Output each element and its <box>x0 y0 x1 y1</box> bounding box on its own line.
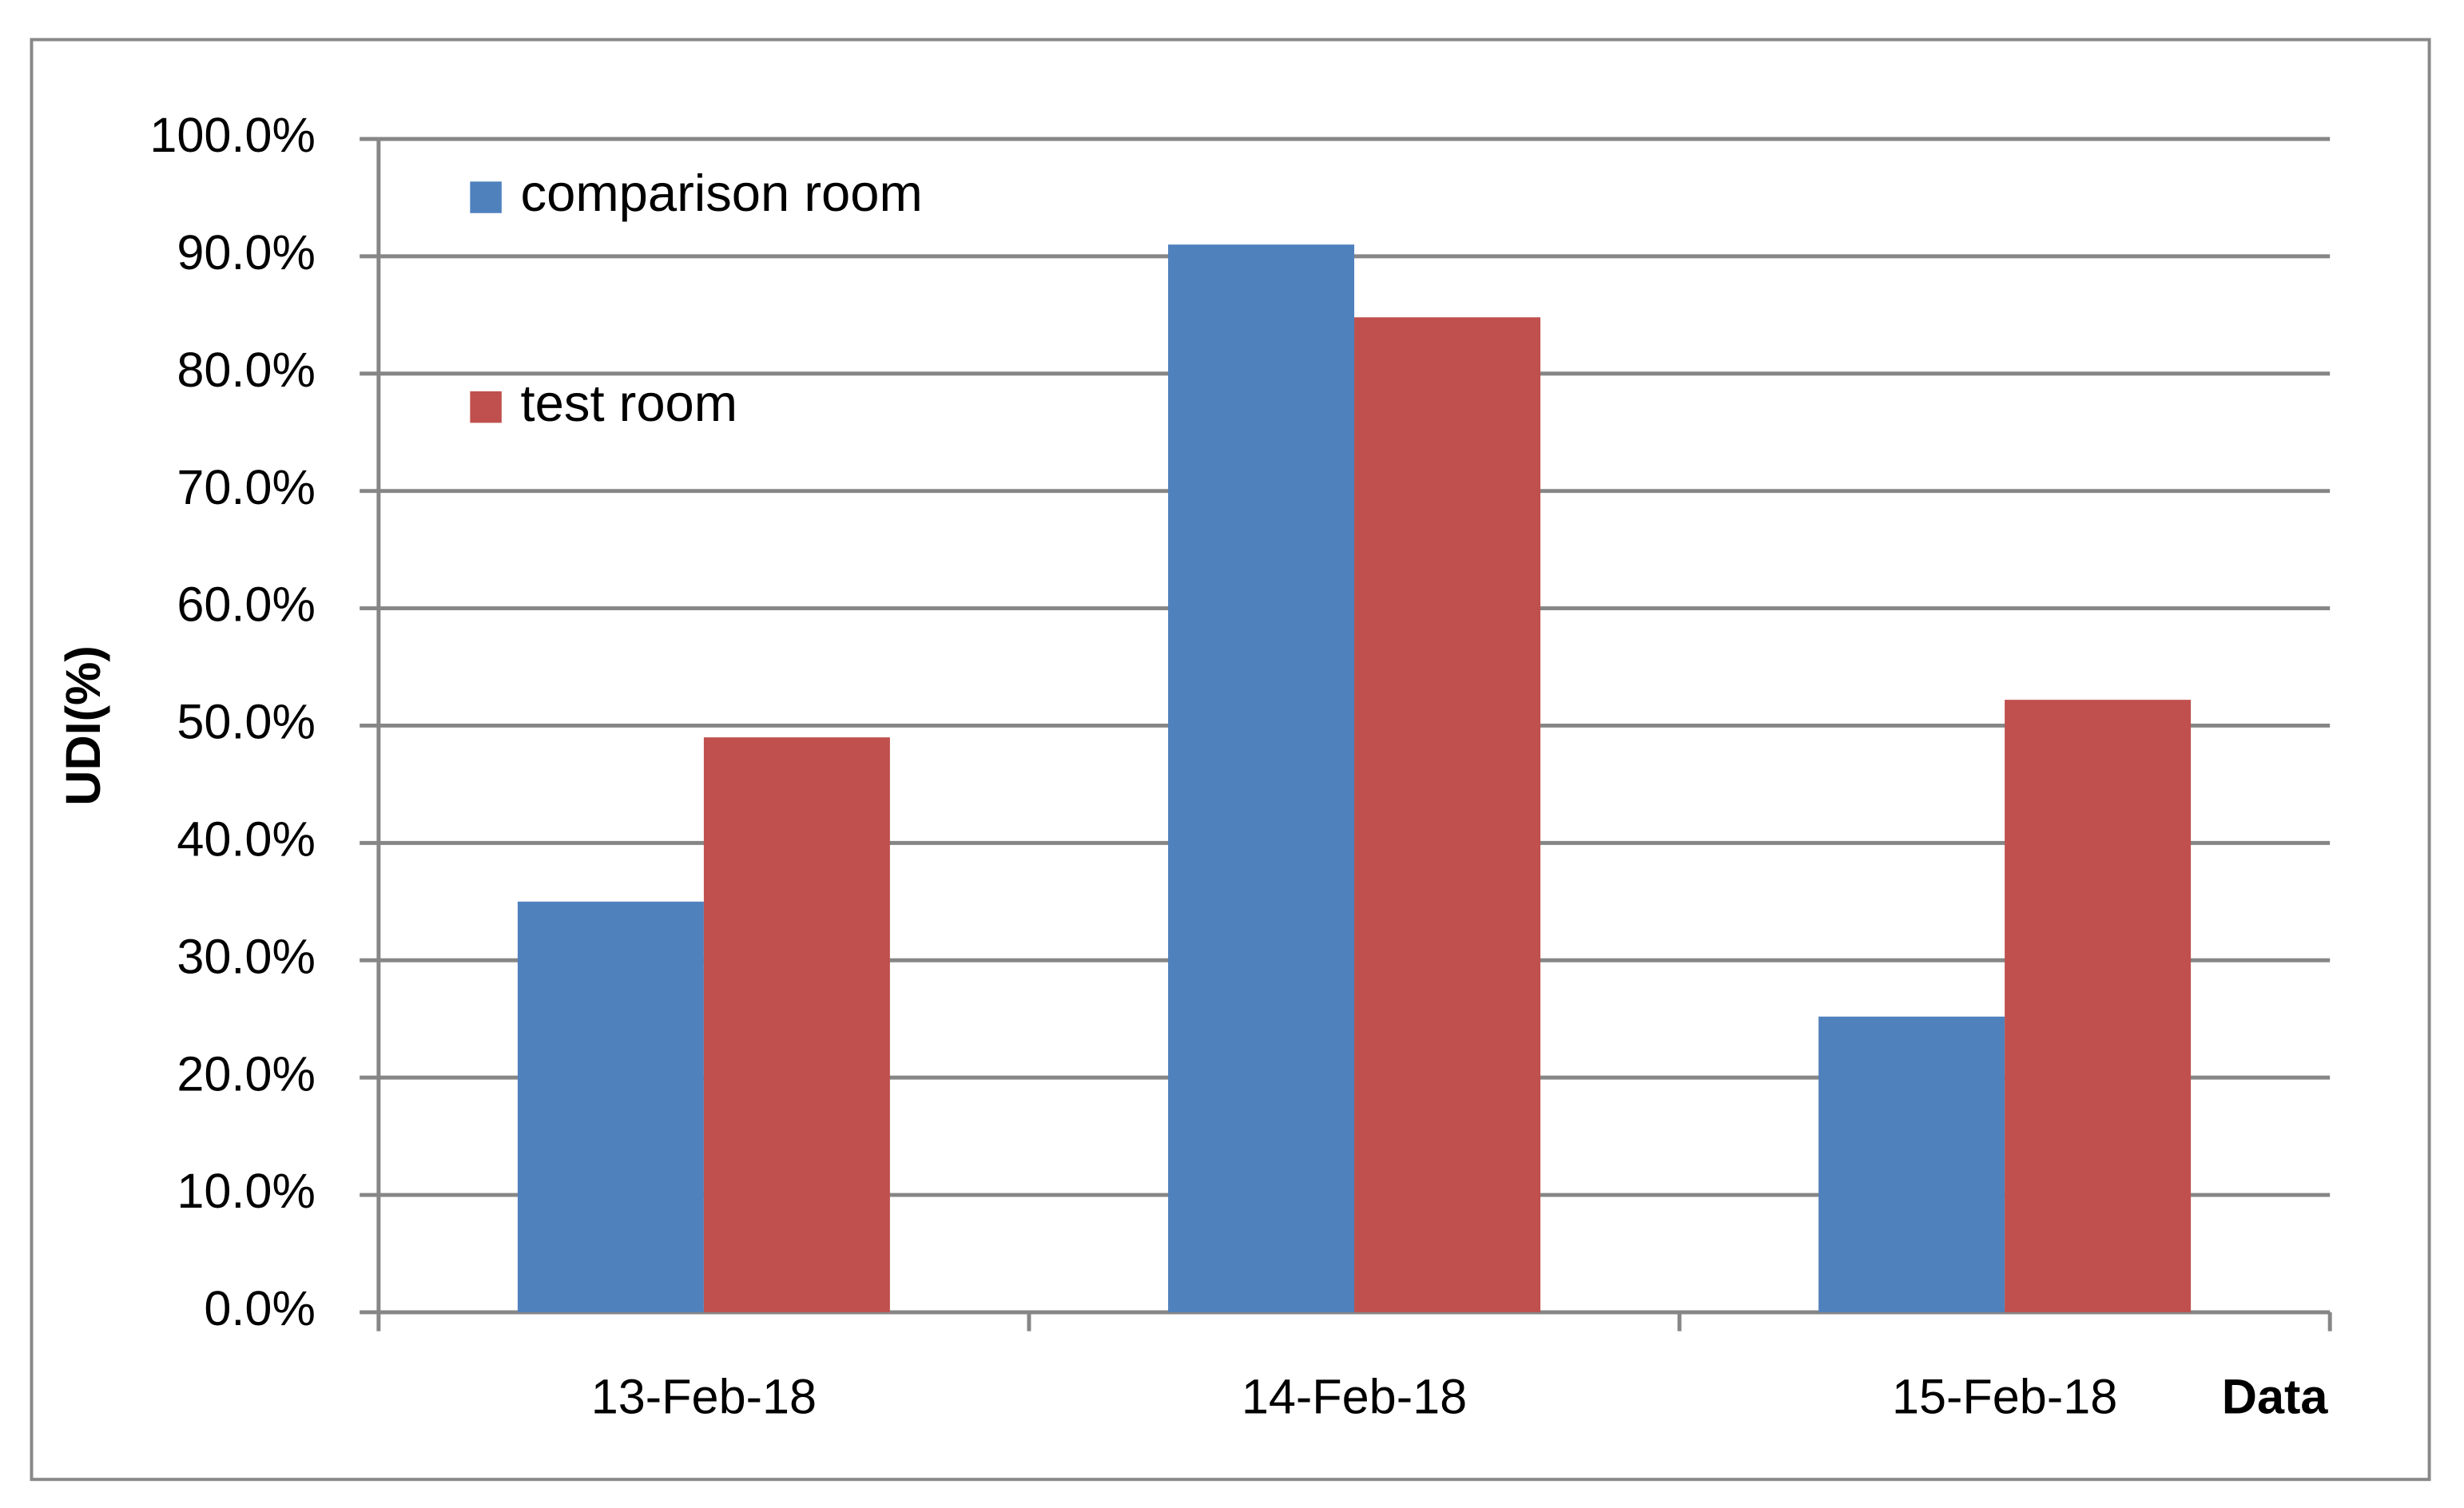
y-tick-label: 10.0% <box>177 1164 315 1218</box>
legend-label: test room <box>521 374 738 432</box>
bar <box>703 737 890 1312</box>
y-tick-label: 80.0% <box>177 343 315 397</box>
y-tick-label: 30.0% <box>177 929 315 983</box>
bar <box>517 901 704 1312</box>
bar <box>1168 244 1355 1312</box>
x-tick-label: 14-Feb-18 <box>1242 1370 1467 1424</box>
legend-swatch <box>470 181 502 213</box>
y-tick-label: 70.0% <box>177 460 315 514</box>
y-tick-label: 20.0% <box>177 1046 315 1101</box>
x-tick-label: 15-Feb-18 <box>1892 1370 2117 1424</box>
bar <box>2005 700 2192 1312</box>
y-tick-label: 60.0% <box>177 577 315 632</box>
legend-swatch <box>470 391 502 423</box>
legend-label: comparison room <box>521 164 923 222</box>
x-axis-label: Data <box>2222 1370 2329 1424</box>
bar <box>1818 1016 2005 1312</box>
y-tick-label: 40.0% <box>177 812 315 867</box>
y-tick-label: 90.0% <box>177 225 315 280</box>
x-tick-label: 13-Feb-18 <box>591 1370 817 1424</box>
y-tick-label: 0.0% <box>204 1281 315 1335</box>
bar <box>1354 317 1540 1312</box>
y-tick-label: 50.0% <box>177 695 315 749</box>
y-tick-label: 100.0% <box>149 108 316 162</box>
y-axis-label: UDI(%) <box>56 645 110 806</box>
